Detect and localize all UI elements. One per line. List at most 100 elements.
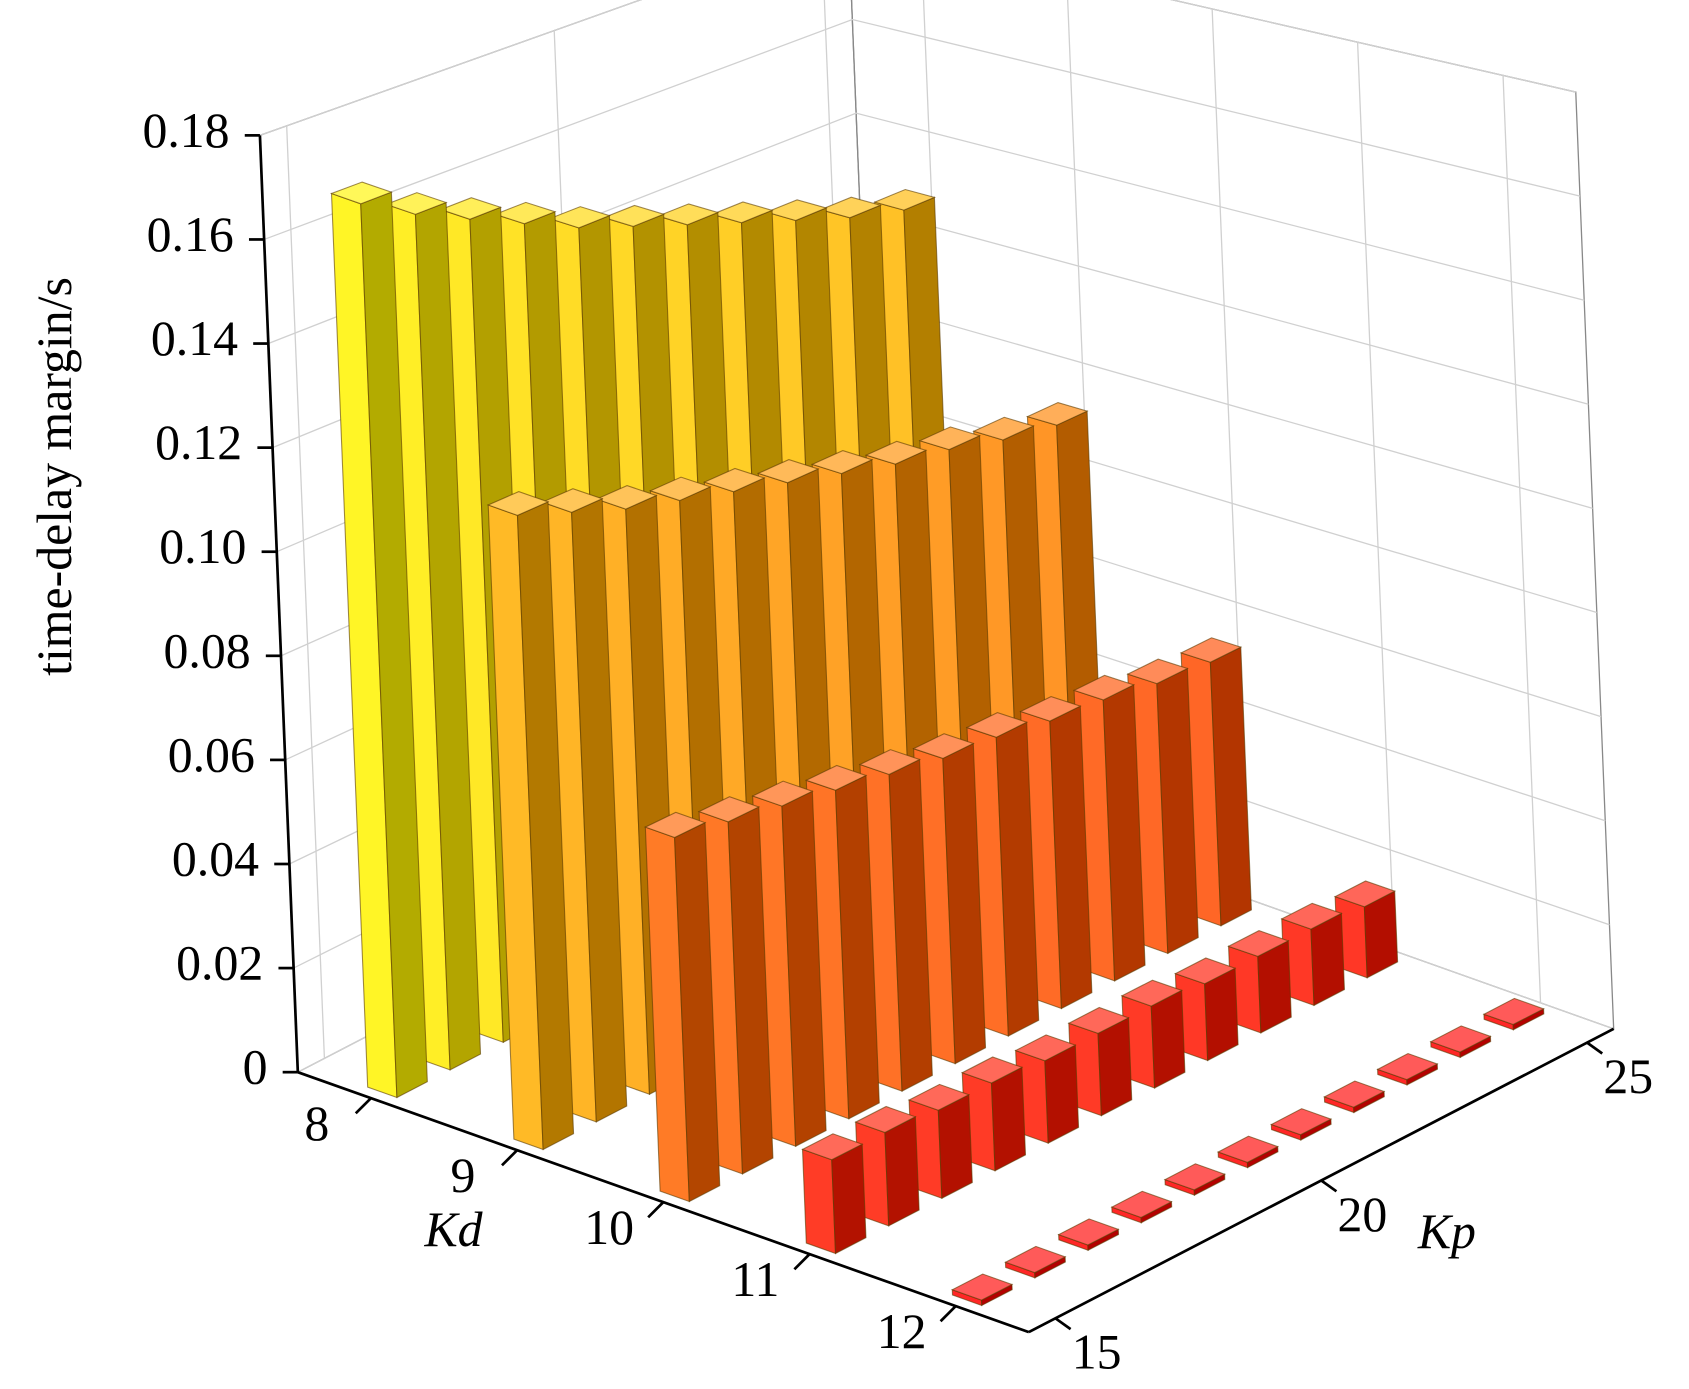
z-tick-label: 0.12 <box>155 415 242 470</box>
x-tick-label: 15 <box>1072 1325 1122 1380</box>
bar-top <box>912 733 975 760</box>
bar-face <box>1310 912 1345 1007</box>
bar-top <box>1227 930 1290 957</box>
x-tick-label: 20 <box>1338 1187 1388 1242</box>
bar-top <box>1482 997 1545 1026</box>
bar-top <box>804 764 868 791</box>
bar-top <box>1323 1080 1386 1108</box>
bar-top <box>648 476 712 502</box>
bar-top <box>965 712 1029 738</box>
bar-face <box>1044 1044 1080 1144</box>
bar-top <box>493 201 557 225</box>
depth-tick-label: 9 <box>451 1148 476 1203</box>
bar-top <box>1179 637 1243 663</box>
x-tick-label: 25 <box>1603 1049 1653 1104</box>
z-tick-label: 0.10 <box>159 519 246 574</box>
bar-top <box>751 780 814 807</box>
bar-top <box>439 197 503 220</box>
bar-top <box>329 181 393 205</box>
z-tick-label: 0.08 <box>163 623 250 678</box>
x-tick <box>1054 1317 1072 1331</box>
back-grid-line <box>1356 42 1396 951</box>
z-tick-label: 0.06 <box>168 727 255 782</box>
bar-top <box>873 188 937 211</box>
bar-top <box>1429 1025 1492 1053</box>
bar-top <box>864 440 928 465</box>
bar-top <box>1269 1108 1333 1136</box>
bar-face <box>1257 939 1292 1034</box>
bar-top <box>1110 1190 1173 1219</box>
depth-tick-label: 11 <box>731 1252 779 1307</box>
bar-top <box>643 811 707 839</box>
bar-top <box>1120 979 1184 1007</box>
bar-top <box>950 1273 1014 1301</box>
bar-face <box>831 1143 867 1255</box>
bar-top <box>1019 696 1082 722</box>
depth-tick-label: 8 <box>304 1096 329 1151</box>
depth-tick <box>647 1201 665 1219</box>
bar-top <box>1126 658 1189 685</box>
z-tick-label: 0.04 <box>172 831 259 886</box>
bar-top <box>384 192 448 215</box>
bar-top <box>819 196 883 219</box>
bar-face <box>884 1115 920 1227</box>
bar-top <box>972 416 1035 441</box>
bar-top <box>656 203 720 226</box>
bar-top <box>710 201 774 224</box>
z-tick-label: 0.14 <box>151 311 238 366</box>
bar-face <box>801 1148 837 1255</box>
bar-top <box>960 1056 1024 1084</box>
depth-tick <box>501 1149 519 1167</box>
z-tick-label: 0.18 <box>142 103 229 158</box>
depth-tick <box>354 1097 372 1115</box>
x-axis-title: Kp <box>1417 1204 1476 1259</box>
bar-top <box>595 485 658 510</box>
bar-top <box>1216 1135 1280 1163</box>
grid-line <box>263 18 1581 241</box>
bar-top <box>810 450 874 475</box>
bar-top <box>801 1133 864 1161</box>
depth-axis-title: Kd <box>423 1202 483 1257</box>
bar-top <box>1072 674 1136 701</box>
grid-line <box>259 0 1576 136</box>
bar-top <box>1280 902 1343 930</box>
bar-top <box>854 1105 917 1134</box>
bar-top <box>1067 1006 1130 1034</box>
bar-top <box>1333 880 1397 908</box>
bar-top <box>702 467 766 493</box>
bar-top <box>1014 1034 1077 1062</box>
z-tick-label: 0 <box>243 1040 268 1095</box>
bar-top <box>907 1083 971 1111</box>
depth-tick <box>939 1305 957 1323</box>
bar-top <box>540 488 604 513</box>
bar-face <box>1150 989 1186 1089</box>
depth-tick <box>793 1253 811 1271</box>
depth-tick-label: 10 <box>584 1200 634 1255</box>
bar-face <box>990 1066 1027 1172</box>
grid-line <box>286 125 326 1059</box>
bar-top <box>547 206 612 229</box>
bar-top <box>1025 401 1089 426</box>
bar-top <box>764 199 828 222</box>
bar-top <box>602 204 666 228</box>
bar-top <box>756 459 820 484</box>
z-tick-label: 0.02 <box>176 936 263 991</box>
bar-top <box>1174 957 1237 985</box>
bar-top <box>697 796 761 823</box>
bar-top <box>486 490 550 516</box>
z-tick-label: 0.16 <box>147 207 234 262</box>
plot-area: time-delay margin/s 0 0.02 0.04 0.06 0.08 0.1… <box>27 0 1653 1380</box>
depth-tick-label: 12 <box>877 1304 927 1359</box>
bar-face <box>1204 967 1239 1062</box>
bar-top <box>858 749 921 776</box>
bar-top <box>1004 1245 1067 1274</box>
back-grid-line <box>1502 75 1542 1003</box>
x-tick <box>1320 1179 1338 1193</box>
bar-top <box>918 426 982 451</box>
bar-top <box>1376 1052 1439 1081</box>
bar-top <box>1163 1163 1227 1191</box>
z-axis <box>258 135 300 1073</box>
x-tick <box>1586 1041 1604 1055</box>
bar-face <box>1097 1016 1133 1117</box>
z-axis-title: time-delay margin/s <box>27 277 82 676</box>
